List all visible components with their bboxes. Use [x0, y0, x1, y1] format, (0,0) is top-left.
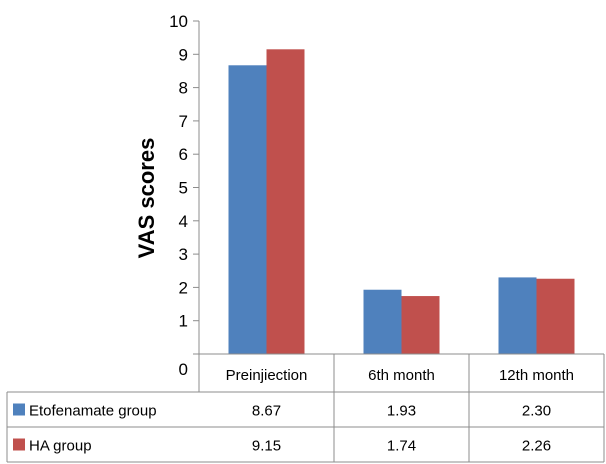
- y-axis: 0 1 2 3 4 5 6 7 8 9 10: [169, 12, 200, 392]
- y-tick-label: 10: [169, 12, 188, 31]
- table-value: 1.93: [387, 403, 416, 420]
- bar-ha-group-1: [401, 296, 440, 354]
- y-tick-label: 8: [179, 79, 188, 98]
- x-tick-label: 12th month: [499, 367, 574, 384]
- x-tick-label: 6th month: [368, 367, 435, 384]
- table-value: 1.74: [387, 438, 416, 455]
- y-axis-label: VAS scores: [134, 138, 159, 259]
- y-tick-label: 0: [179, 360, 188, 379]
- table-value: 2.26: [522, 438, 551, 455]
- table-value: 9.15: [252, 438, 281, 455]
- y-tick-label: 9: [179, 45, 188, 64]
- bar-etofenamate-group-2: [498, 277, 537, 354]
- x-tick-label: Preinjiection: [226, 367, 308, 384]
- bars: [228, 49, 575, 355]
- y-tick-label: 3: [179, 245, 188, 264]
- bar-etofenamate-group-1: [363, 289, 402, 354]
- bar-ha-group-2: [536, 278, 575, 354]
- y-tick-label: 1: [179, 312, 188, 331]
- legend-label: Etofenamate group: [29, 403, 157, 420]
- y-tick-label: 7: [179, 112, 188, 131]
- legend-swatch: [13, 403, 25, 416]
- table-value: 2.30: [522, 403, 551, 420]
- y-tick-label: 2: [179, 278, 188, 297]
- y-tick-label: 5: [179, 179, 188, 198]
- legend-label: HA group: [29, 438, 92, 455]
- legend-swatch: [13, 438, 25, 451]
- y-tick-label: 4: [179, 212, 188, 231]
- bar-etofenamate-group-0: [228, 65, 267, 354]
- y-tick-label: 6: [179, 145, 188, 164]
- data-table: Preinjiection 6th month 12th month Etofenam…: [6, 353, 605, 463]
- bar-ha-group-0: [266, 49, 305, 355]
- table-value: 8.67: [252, 403, 281, 420]
